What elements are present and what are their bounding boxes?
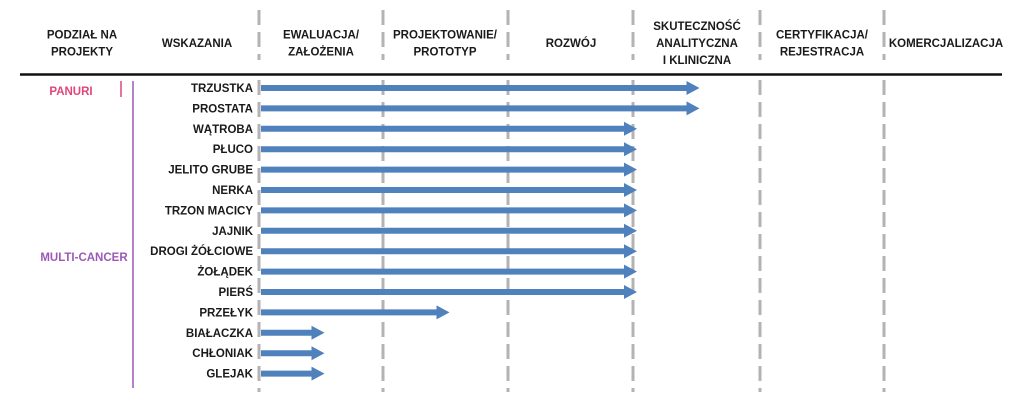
group-label-multi-cancer: MULTI-CANCER (40, 252, 128, 264)
indication-label-12: BIAŁACZKA (186, 328, 253, 340)
stage-header-7: KOMERCJALIZACJA (889, 38, 1003, 50)
indication-label-7: JAJNIK (212, 226, 254, 238)
indication-label-9: ŻOŁĄDEK (197, 266, 253, 279)
progress-arrow-13 (261, 346, 325, 361)
indication-label-3: PŁUCO (213, 144, 253, 156)
indication-label-11: PRZEŁYK (199, 307, 253, 319)
indication-label-2: WĄTROBA (193, 124, 253, 136)
indication-label-6: TRZON MACICY (165, 205, 253, 217)
progress-arrow-9 (261, 264, 637, 279)
stage-header-5: SKUTECZNOŚĆ ANALITYCZNA I KLINICZNA (653, 20, 741, 67)
progress-arrow-14 (261, 366, 325, 381)
group-label-panuri: PANURI (49, 86, 92, 98)
progress-arrow-4 (261, 162, 637, 177)
progress-arrow-7 (261, 223, 637, 238)
indication-label-1: PROSTATA (192, 103, 253, 115)
progress-arrow-8 (261, 244, 637, 259)
progress-arrow-12 (261, 325, 325, 340)
indication-label-13: CHŁONIAK (192, 348, 253, 360)
progress-arrow-2 (261, 121, 637, 136)
indication-label-10: PIERŚ (218, 286, 253, 299)
stage-header-6: CERTYFIKACJA/REJESTRACJA (776, 30, 869, 59)
progress-arrow-1 (261, 101, 700, 116)
indication-label-5: NERKA (212, 185, 253, 197)
stage-header-1: WSKAZANIA (162, 38, 232, 50)
stage-header-0: PODZIAŁ NA PROJEKTY (47, 30, 117, 59)
stage-header-3: PROJEKTOWANIE/PROTOTYP (393, 30, 498, 59)
progress-arrow-3 (261, 142, 637, 157)
indication-label-14: GLEJAK (206, 369, 253, 381)
progress-arrow-5 (261, 183, 637, 197)
progress-arrow-11 (261, 305, 450, 320)
indication-label-8: DROGI ŻÓŁCIOWE (150, 245, 253, 258)
progress-arrow-6 (261, 203, 637, 218)
progress-arrow-0 (261, 81, 700, 95)
indication-label-0: TRZUSTKA (191, 83, 253, 95)
indication-label-4: JELITO GRUBE (168, 165, 253, 177)
stage-header-2: EWALUACJA/ZAŁOŻENIA (283, 30, 360, 59)
progress-arrow-10 (261, 285, 637, 299)
stage-header-4: ROZWÓJ (546, 37, 596, 50)
